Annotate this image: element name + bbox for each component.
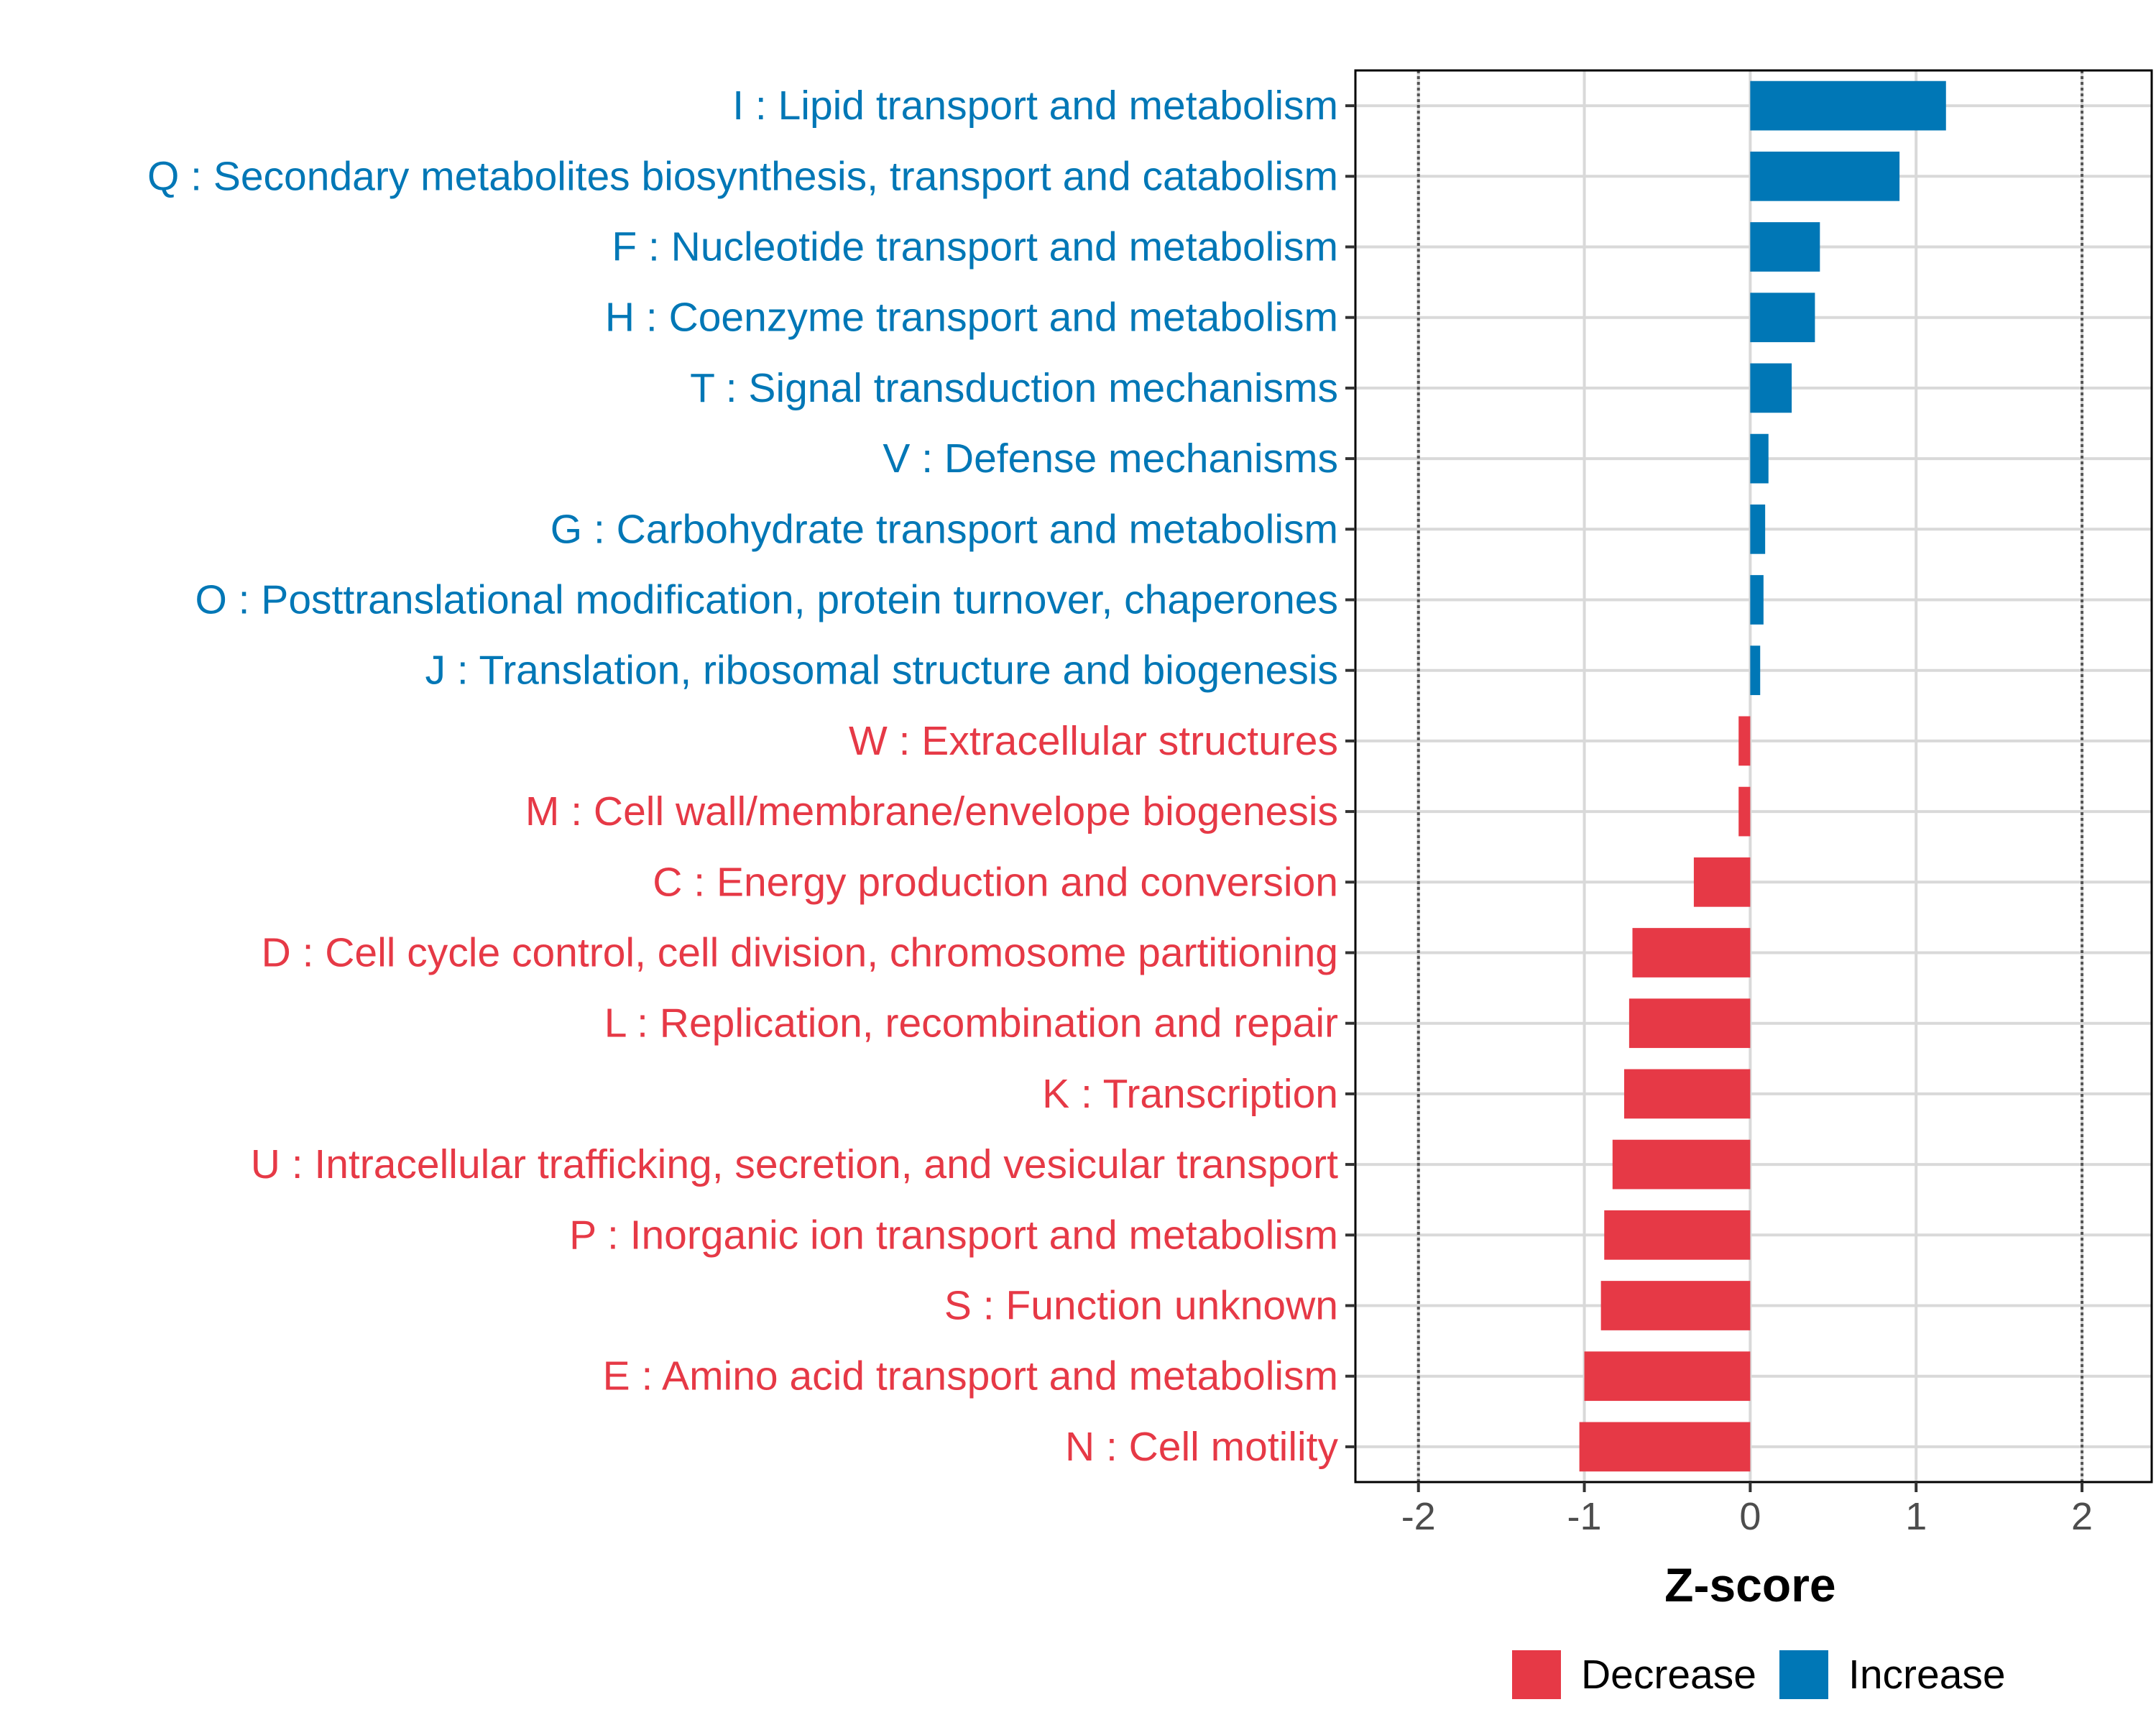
bar (1584, 1351, 1751, 1402)
y-axis-ticks (1345, 104, 1355, 1448)
category-label: N : Cell motility (1065, 1424, 1339, 1470)
bar (1632, 928, 1751, 978)
bar (1738, 716, 1751, 766)
bar (1600, 1281, 1751, 1330)
bar (1738, 786, 1751, 837)
bar (1750, 222, 1820, 272)
x-tick-label: -1 (1567, 1495, 1602, 1538)
bar (1579, 1422, 1751, 1472)
category-label: P : Inorganic ion transport and metaboli… (569, 1212, 1338, 1258)
x-axis-ticks: -2 -1 0 1 2 (1401, 1482, 2093, 1538)
category-label: D : Cell cycle control, cell division, c… (262, 930, 1338, 976)
bar (1750, 151, 1900, 201)
x-axis-title: Z-score (1664, 1558, 1835, 1611)
category-label: W : Extracellular structures (849, 718, 1338, 764)
category-label: O : Posttranslational modification, prot… (195, 577, 1338, 623)
bar (1623, 1069, 1751, 1119)
bar (1750, 80, 1946, 131)
legend-label-increase: Increase (1848, 1652, 2006, 1698)
bar (1750, 645, 1761, 696)
category-label: E : Amino acid transport and metabolism (603, 1353, 1338, 1399)
legend: Decrease Increase (1512, 1650, 2006, 1699)
category-label: T : Signal transduction mechanisms (690, 365, 1338, 411)
category-labels: I : Lipid transport and metabolism Q : Se… (147, 83, 1339, 1470)
category-label: H : Coenzyme transport and metabolism (605, 295, 1338, 341)
category-label: J : Translation, ribosomal structure and… (425, 648, 1338, 694)
category-label: V : Defense mechanisms (883, 436, 1338, 482)
bars (1579, 80, 1946, 1472)
category-label: Q : Secondary metabolites biosynthesis, … (147, 153, 1338, 199)
category-label: S : Function unknown (944, 1283, 1338, 1329)
category-label: F : Nucleotide transport and metabolism (612, 224, 1338, 270)
category-label: I : Lipid transport and metabolism (732, 83, 1338, 129)
category-label: M : Cell wall/membrane/envelope biogenes… (525, 788, 1338, 834)
category-label: G : Carbohydrate transport and metabolis… (550, 506, 1338, 552)
bar (1604, 1210, 1751, 1260)
category-label: K : Transcription (1042, 1071, 1338, 1117)
x-tick-label: 1 (1905, 1495, 1927, 1538)
x-tick-label: -2 (1401, 1495, 1436, 1538)
bar (1750, 433, 1769, 484)
bar (1750, 363, 1792, 413)
panel-border (1354, 69, 2153, 1484)
legend-swatch-increase (1779, 1650, 1828, 1699)
category-label: C : Energy production and conversion (653, 859, 1338, 905)
bar (1750, 575, 1764, 625)
category-label: L : Replication, recombination and repai… (604, 1000, 1338, 1046)
category-label: U : Intracellular trafficking, secretion… (251, 1141, 1338, 1187)
bar (1693, 857, 1751, 907)
bar (1628, 998, 1751, 1049)
legend-swatch-decrease (1512, 1650, 1561, 1699)
bar (1750, 504, 1766, 554)
bar (1612, 1139, 1751, 1190)
bar (1750, 293, 1815, 343)
grid-lines (1355, 70, 2152, 1482)
x-tick-label: 2 (2071, 1495, 2093, 1538)
x-tick-label: 0 (1739, 1495, 1761, 1538)
legend-label-decrease: Decrease (1581, 1652, 1756, 1698)
